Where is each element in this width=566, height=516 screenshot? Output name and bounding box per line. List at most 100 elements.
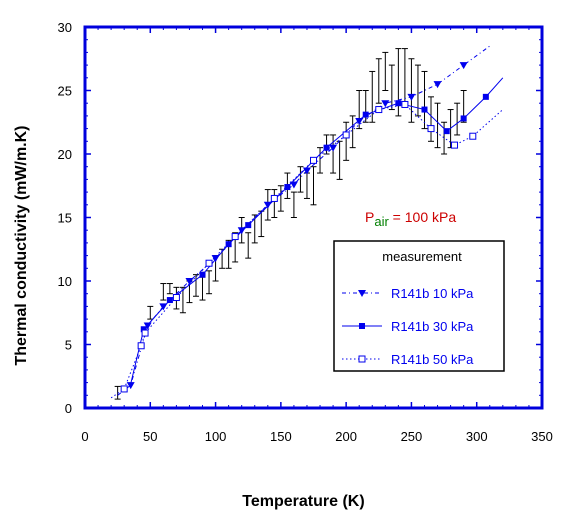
pressure-annotation: Pair = 100 kPa	[365, 209, 456, 229]
data-point	[342, 131, 350, 139]
data-point	[137, 342, 145, 350]
error-bar	[401, 48, 408, 104]
data-point	[355, 117, 364, 125]
error-bar	[297, 166, 304, 193]
series-3	[110, 100, 504, 399]
legend-title: measurement	[382, 249, 462, 264]
series-2	[130, 77, 504, 384]
data-point	[120, 385, 128, 393]
error-bar	[375, 58, 382, 104]
error-bar	[166, 283, 173, 295]
y-tick-label: 20	[58, 147, 72, 162]
error-bar	[434, 102, 441, 149]
y-tick-label: 0	[65, 401, 72, 416]
data-point	[289, 181, 298, 189]
data-point	[140, 326, 147, 333]
data-point	[185, 278, 194, 285]
legend-box	[333, 240, 505, 372]
legend-marker	[358, 355, 366, 363]
axes-layer: 0 50 100 150 200 250 300 350 0 5 10 15 20 25 30	[58, 20, 553, 444]
data-point	[421, 106, 428, 113]
legend-entry-1: R141b 10 kPa	[342, 286, 474, 301]
x-tick-label: 350	[531, 429, 553, 444]
data-point	[395, 100, 402, 107]
error-bar	[388, 64, 395, 111]
data-point	[205, 259, 213, 267]
series-layer	[110, 45, 504, 399]
data-point	[225, 241, 232, 248]
data-point	[401, 100, 409, 108]
y-tick-label: 15	[58, 211, 72, 226]
data-point	[231, 233, 239, 241]
data-point	[362, 111, 369, 118]
error-bar	[179, 286, 186, 314]
data-point	[459, 62, 468, 70]
error-bar	[192, 274, 199, 297]
y-axis-title: Thermal conductivity (mW/m.K)	[13, 125, 30, 365]
legend-label: R141b 50 kPa	[391, 352, 474, 367]
data-point	[166, 297, 173, 304]
error-bar	[343, 121, 350, 161]
data-point	[199, 271, 206, 278]
data-point	[329, 144, 338, 152]
error-bar	[382, 51, 389, 91]
error-bar	[271, 189, 278, 218]
error-bar	[277, 185, 284, 212]
x-tick-label: 100	[205, 429, 227, 444]
legend-marker	[358, 290, 366, 297]
error-bar	[160, 283, 167, 301]
error-bar	[147, 305, 154, 320]
data-point	[245, 222, 252, 229]
error-bar	[414, 64, 421, 117]
error-bar	[303, 172, 310, 199]
data-point	[433, 81, 442, 89]
y-tick-label: 30	[58, 20, 72, 35]
error-bar	[336, 140, 343, 180]
data-point	[407, 93, 416, 101]
x-tick-label: 250	[401, 429, 423, 444]
legend-entry-2: R141b 30 kPa	[342, 319, 474, 334]
data-point	[284, 184, 291, 191]
data-point	[427, 125, 435, 133]
data-point	[451, 141, 459, 149]
series-line	[110, 103, 504, 399]
y-tick-label: 5	[65, 338, 72, 353]
error-bar	[349, 115, 356, 149]
x-tick-label: 50	[143, 429, 157, 444]
data-point	[469, 132, 477, 140]
legend-marker	[359, 323, 365, 329]
data-point	[310, 156, 317, 164]
data-point	[143, 322, 152, 330]
data-point	[443, 128, 450, 135]
error-bar	[245, 232, 252, 259]
error-bar	[310, 166, 317, 206]
data-point	[460, 115, 467, 122]
error-bar	[369, 70, 376, 123]
x-tick-label: 200	[335, 429, 357, 444]
data-point	[482, 93, 489, 100]
data-point	[270, 194, 278, 202]
annotation-prefix: P	[365, 209, 374, 225]
error-bar	[206, 270, 213, 295]
error-bar	[408, 58, 415, 123]
x-tick-label: 150	[270, 429, 292, 444]
x-tick-label: 300	[466, 429, 488, 444]
data-point	[381, 100, 390, 108]
legend-entries: R141b 10 kPa R141b 30 kPa R141b 50 kPa	[342, 286, 474, 367]
data-point	[323, 144, 330, 151]
annotation-subscript: air	[374, 214, 389, 229]
error-bar	[114, 385, 121, 400]
error-bar	[330, 134, 337, 174]
data-point	[141, 329, 149, 337]
annotation-suffix: = 100 kPa	[389, 209, 457, 225]
error-bar	[290, 191, 297, 218]
legend-label: R141b 10 kPa	[391, 286, 474, 301]
error-bar	[421, 70, 428, 130]
error-bar	[428, 96, 435, 142]
y-tick-label: 10	[58, 274, 72, 289]
error-bar	[454, 102, 461, 136]
error-bar	[441, 121, 448, 155]
error-bars	[114, 48, 467, 400]
